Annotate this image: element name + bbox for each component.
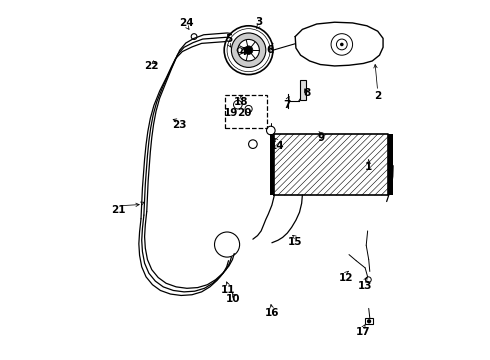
Text: 2: 2 [374, 91, 381, 101]
Text: 22: 22 [145, 61, 159, 71]
Text: 19: 19 [224, 108, 239, 118]
Bar [300, 80, 306, 100]
Text: 24: 24 [180, 18, 194, 28]
Text: 4: 4 [240, 46, 247, 57]
Text: 6: 6 [267, 45, 274, 55]
Bar [389, 134, 393, 195]
Text: 12: 12 [339, 273, 353, 283]
Text: 20: 20 [237, 108, 251, 118]
Circle shape [245, 46, 253, 54]
Text: 9: 9 [318, 133, 324, 143]
Text: 14: 14 [270, 141, 285, 151]
Circle shape [340, 42, 343, 46]
Text: 15: 15 [288, 237, 302, 247]
Text: 3: 3 [255, 17, 262, 27]
Polygon shape [274, 134, 389, 195]
Circle shape [238, 40, 259, 61]
Bar [365, 318, 373, 324]
Text: 8: 8 [303, 88, 310, 98]
Text: 21: 21 [112, 206, 126, 216]
Text: 1: 1 [365, 162, 372, 172]
Text: 23: 23 [172, 121, 187, 130]
Circle shape [224, 26, 273, 75]
Polygon shape [224, 95, 267, 128]
Text: 18: 18 [234, 97, 248, 107]
Circle shape [367, 319, 371, 323]
Text: 17: 17 [356, 327, 370, 337]
Text: 13: 13 [358, 281, 372, 291]
Text: 7: 7 [284, 100, 291, 110]
Text: 16: 16 [265, 309, 279, 318]
Text: 10: 10 [226, 294, 241, 304]
Bar [270, 134, 274, 195]
Circle shape [231, 33, 266, 67]
Text: 5: 5 [225, 35, 232, 44]
Text: 11: 11 [221, 285, 235, 296]
